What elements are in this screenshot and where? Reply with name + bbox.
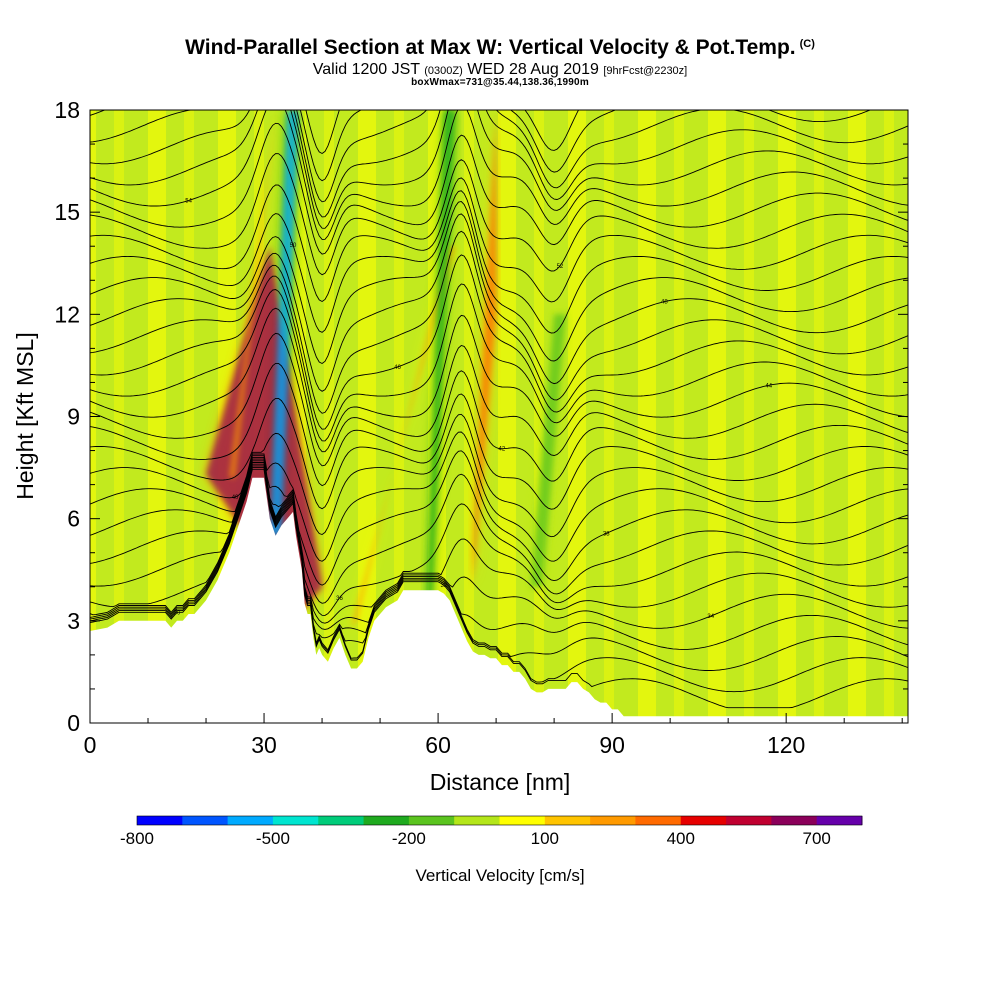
colorbar-label: 100 <box>531 829 559 848</box>
theta-contour <box>90 110 908 240</box>
theta-contour <box>90 201 908 365</box>
contour-label: 40 <box>232 495 239 501</box>
theta-contour <box>90 456 908 604</box>
contour-label: 32 <box>441 583 448 589</box>
theta-contour <box>90 450 908 586</box>
theta-contour <box>90 463 908 650</box>
theta-contour <box>90 153 908 276</box>
colorbar-swatch <box>454 816 500 825</box>
contour-label: 34 <box>707 614 714 620</box>
valid-utc: (0300Z) <box>424 65 463 77</box>
chart-title: Wind-Parallel Section at Max W: Vertical… <box>0 36 1000 60</box>
y-axis-label: Height [Kft MSL] <box>12 332 38 499</box>
theta-contour <box>90 110 872 182</box>
colorbar-swatch <box>726 816 772 825</box>
colorbar-swatch <box>137 816 183 825</box>
colorbar: -800 -500 -200 100 400 700 <box>120 815 863 848</box>
theta-contour <box>90 283 908 442</box>
updraft-region <box>351 246 456 628</box>
contour-label: 54 <box>185 199 192 205</box>
updraft-region <box>472 110 497 587</box>
contour-label: 50 <box>290 243 297 249</box>
downdraft-region <box>269 110 299 536</box>
theta-contour <box>90 230 908 414</box>
colorbar-swatch <box>544 816 591 825</box>
theta-contour <box>90 332 908 467</box>
theta-contour <box>90 362 908 487</box>
theta-contour <box>90 413 908 538</box>
colorbar-swatch <box>499 816 546 825</box>
valid-time: Valid 1200 JST <box>312 61 420 78</box>
downdraft-region <box>426 110 456 604</box>
colorbar-swatch <box>635 816 682 825</box>
theta-contour <box>90 122 908 255</box>
contour-label: 42 <box>499 447 506 453</box>
x-tick-label: 60 <box>425 732 451 758</box>
contour-label: 30 <box>174 610 181 616</box>
updraft-region <box>229 110 276 478</box>
theta-contour <box>90 110 908 218</box>
contour-label: 46 <box>394 365 401 371</box>
colorbar-swatch <box>771 816 818 825</box>
contour-label: 52 <box>557 264 564 270</box>
colorbar-swatch <box>816 816 863 825</box>
x-tick-label: 0 <box>84 732 97 758</box>
contour-label: 44 <box>765 383 772 389</box>
theta-contour <box>90 465 908 671</box>
x-tick-label: 120 <box>767 732 805 758</box>
terrain <box>90 477 908 723</box>
theta-contour <box>90 110 908 203</box>
contour-label: 36 <box>336 596 343 602</box>
y-tick-label: 0 <box>67 710 80 736</box>
colorbar-swatch <box>363 816 410 825</box>
theta-contour <box>90 110 908 229</box>
box-info: boxWmax=731@35.44,138.36,1990m <box>411 77 589 88</box>
valid-date: WED 28 Aug 2019 <box>467 61 599 78</box>
y-tick-label: 18 <box>54 97 80 123</box>
chart-subtitle: Valid 1200 JST (0300Z) WED 28 Aug 2019 [… <box>0 61 1000 79</box>
copyright-mark: (C) <box>799 38 815 50</box>
colorbar-label: 400 <box>667 829 695 848</box>
contour-label: 38 <box>603 531 610 537</box>
colorbar-label: -800 <box>120 829 154 848</box>
colorbar-swatch <box>590 816 636 825</box>
theta-contour <box>90 393 908 510</box>
x-tick-label: 90 <box>599 732 625 758</box>
x-tick-label: 30 <box>251 732 277 758</box>
theta-contour <box>90 460 908 624</box>
y-tick-label: 15 <box>54 199 80 225</box>
colorbar-swatch <box>318 816 365 825</box>
theta-contour <box>90 458 908 616</box>
colorbar-title: Vertical Velocity [cm/s] <box>415 866 584 885</box>
x-axis-label: Distance [nm] <box>430 769 571 795</box>
colorbar-label: -200 <box>392 829 426 848</box>
y-tick-label: 12 <box>54 301 80 327</box>
theta-contour <box>90 213 908 392</box>
theta-contour <box>90 177 908 303</box>
theta-contour <box>90 467 908 693</box>
chart-title-text: Wind-Parallel Section at Max W: Vertical… <box>185 36 796 59</box>
colorbar-label: -500 <box>256 829 290 848</box>
colorbar-label: 700 <box>803 829 831 848</box>
y-tick-label: 9 <box>67 404 80 430</box>
theta-contour <box>90 468 908 709</box>
colorbar-swatch <box>680 816 727 825</box>
theta-contour <box>90 462 908 630</box>
contour-label: 48 <box>661 300 668 306</box>
colorbar-swatch <box>272 816 319 825</box>
colorbar-swatch <box>408 816 455 825</box>
y-tick-label: 6 <box>67 506 80 532</box>
colorbar-swatch <box>182 816 229 825</box>
y-tick-label: 3 <box>67 608 80 634</box>
theta-contour <box>90 431 908 562</box>
theta-contour <box>90 190 908 334</box>
colorbar-swatch <box>227 816 274 825</box>
theta-contour <box>90 307 908 453</box>
forecast-info: [9hrFcst@2230z] <box>603 65 688 77</box>
theta-contour <box>90 254 908 430</box>
